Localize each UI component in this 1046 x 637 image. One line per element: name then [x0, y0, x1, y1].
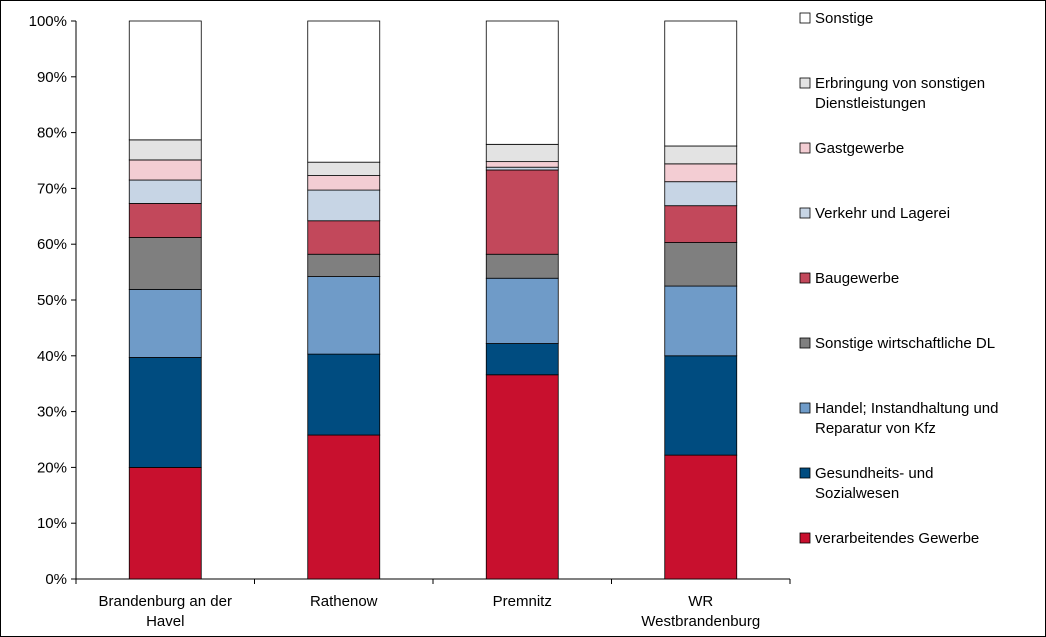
bar-segment: [307, 220, 381, 255]
y-tick-label: 70%: [37, 180, 67, 197]
legend-swatch: [799, 532, 811, 544]
legend-swatch: [799, 272, 811, 284]
legend-label: Gastgewerbe: [815, 140, 904, 157]
bar-segment: [307, 20, 381, 163]
bar-segment: [485, 166, 559, 171]
legend-label: Sonstige: [815, 10, 873, 27]
bar-segment: [307, 353, 381, 436]
bar-segment: [307, 434, 381, 580]
bar-segment: [307, 253, 381, 277]
bar-segment: [485, 253, 559, 279]
y-tick-label: 20%: [37, 459, 67, 476]
legend-swatch: [799, 467, 811, 479]
x-tick-label: Premnitz: [493, 593, 552, 610]
legend-label: Baugewerbe: [815, 270, 899, 287]
legend-swatch: [799, 402, 811, 414]
bar-segment: [128, 237, 202, 290]
y-tick-label: 60%: [37, 236, 67, 253]
x-tick-label: Rathenow: [310, 593, 378, 610]
legend-swatch: [799, 12, 811, 24]
bar-segment: [128, 357, 202, 468]
bar-segment: [664, 242, 738, 287]
bar-segment: [664, 20, 738, 147]
bar-segment: [485, 20, 559, 145]
bar-segment: [664, 454, 738, 580]
bar-segment: [664, 181, 738, 207]
legend-swatch: [799, 207, 811, 219]
y-tick-label: 30%: [37, 404, 67, 421]
bar-segment: [485, 143, 559, 163]
bar-segment: [485, 277, 559, 344]
legend-label: verarbeitendes Gewerbe: [815, 530, 979, 547]
legend-label: Erbringung von sonstigen: [815, 75, 985, 92]
y-tick-label: 90%: [37, 69, 67, 86]
x-tick-label: WR: [688, 593, 713, 610]
y-tick-label: 40%: [37, 348, 67, 365]
y-tick-label: 50%: [37, 292, 67, 309]
x-tick-label: Westbrandenburg: [641, 613, 760, 630]
bar-segment: [128, 288, 202, 358]
bar-segment: [307, 175, 381, 191]
bar-segment: [307, 276, 381, 355]
bar-segment: [664, 145, 738, 165]
y-tick-label: 80%: [37, 125, 67, 142]
y-tick-label: 0%: [45, 571, 67, 588]
bar-segment: [664, 163, 738, 183]
legend-label: Handel; Instandhaltung und: [815, 400, 998, 417]
bar-segment: [664, 285, 738, 357]
x-tick-label: Havel: [146, 613, 184, 630]
bar-segment: [128, 159, 202, 181]
legend-swatch: [799, 142, 811, 154]
legend-label: Sozialwesen: [815, 485, 899, 502]
bar-segment: [128, 20, 202, 141]
y-tick-label: 10%: [37, 515, 67, 532]
bar-segment: [128, 139, 202, 161]
bar-segment: [664, 355, 738, 456]
bar-segment: [485, 161, 559, 168]
bar-segment: [485, 374, 559, 580]
bar-segment: [664, 205, 738, 243]
bar-segment: [485, 169, 559, 255]
legend-label: Sonstige wirtschaftliche DL: [815, 335, 995, 352]
legend-label: Reparatur von Kfz: [815, 420, 936, 437]
bar-segment: [307, 161, 381, 176]
y-tick-label: 100%: [29, 13, 67, 30]
legend-swatch: [799, 77, 811, 89]
bar-segment: [128, 466, 202, 580]
bar-segment: [307, 189, 381, 222]
bar-segment: [128, 203, 202, 238]
x-tick-label: Brandenburg an der: [99, 593, 232, 610]
legend-swatch: [799, 337, 811, 349]
legend-label: Gesundheits- und: [815, 465, 933, 482]
legend-label: Dienstleistungen: [815, 95, 926, 112]
bar-segment: [485, 343, 559, 376]
bar-segment: [128, 179, 202, 204]
legend-label: Verkehr und Lagerei: [815, 205, 950, 222]
